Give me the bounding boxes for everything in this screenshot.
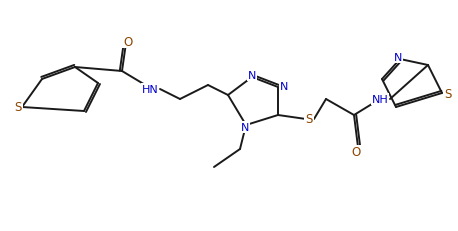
Text: S: S [14, 101, 22, 114]
Text: S: S [305, 113, 313, 126]
Text: O: O [123, 35, 133, 48]
Text: HN: HN [142, 85, 158, 94]
Text: N: N [241, 122, 249, 132]
Text: O: O [351, 146, 360, 159]
Text: S: S [444, 87, 452, 100]
Text: N: N [394, 53, 402, 63]
Text: N: N [280, 82, 288, 92]
Text: NH: NH [371, 94, 388, 105]
Text: N: N [248, 71, 256, 81]
